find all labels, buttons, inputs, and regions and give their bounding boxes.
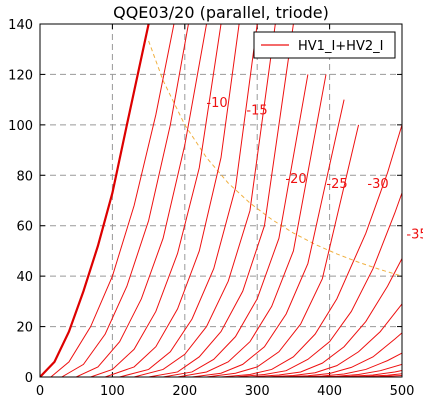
- plate-curve-neg10: [61, 24, 189, 377]
- y-tick-label: 140: [8, 18, 33, 33]
- plate-curve-neg40: [148, 24, 294, 377]
- plate-curve-neg35: [133, 24, 276, 377]
- axis-ticks: 0 100 200 300 400 500 0 20 40 60 80 100 120 140: [8, 18, 414, 399]
- x-tick-label: 400: [317, 384, 342, 399]
- plate-curve-neg70: [235, 192, 402, 377]
- y-tick-label: 120: [8, 68, 33, 83]
- plot-area: [40, 24, 402, 377]
- x-tick-label: 100: [100, 384, 125, 399]
- y-tick-label: 20: [16, 321, 33, 336]
- plot-border: [39, 23, 403, 378]
- chart-title: QQE03/20 (parallel, triode): [113, 3, 329, 22]
- plate-curve-neg15: [75, 24, 208, 377]
- plate-curve-neg45: [162, 74, 309, 377]
- plate-curve-neg55: [191, 99, 345, 377]
- curve-label: -10: [206, 96, 227, 111]
- x-tick-label: 200: [172, 384, 197, 399]
- plate-curve-neg30: [119, 24, 258, 377]
- plate-curve-neg50: [177, 74, 327, 377]
- x-tick-label: 300: [245, 384, 270, 399]
- plate-curve-neg20: [90, 24, 222, 377]
- y-tick-label: 80: [16, 169, 33, 184]
- curve-labels: -10-15-20-25-30-35-40-45-50-55-60-65: [206, 96, 423, 242]
- legend: HV1_I+HV2_I: [253, 31, 396, 59]
- dissipation-curve: [148, 40, 402, 277]
- plate-curve-neg5: [50, 24, 175, 377]
- plate-curve-neg60: [206, 124, 360, 377]
- grid-lines: [40, 24, 402, 377]
- curve-label: -30: [367, 177, 388, 192]
- plate-curve-neg75: [249, 258, 402, 377]
- plate-curve-neg90: [293, 352, 402, 377]
- x-tick-label: 500: [390, 384, 415, 399]
- curve-label: -25: [326, 177, 347, 192]
- plate-curve-neg65: [220, 124, 402, 377]
- curve-label: -15: [246, 104, 267, 119]
- curve-label: -20: [285, 172, 306, 187]
- plate-curve-neg80: [264, 303, 402, 377]
- y-tick-label: 40: [16, 270, 33, 285]
- x-tick-label: 0: [36, 384, 44, 399]
- curve-label: -35: [406, 227, 423, 242]
- plate-curve-0: [40, 24, 150, 377]
- y-tick-label: 0: [25, 371, 33, 386]
- legend-entry: HV1_I+HV2_I: [298, 39, 383, 54]
- y-tick-label: 100: [8, 119, 33, 134]
- plate-curves: [40, 24, 402, 377]
- plate-curve-neg85: [278, 332, 402, 377]
- y-tick-label: 60: [16, 220, 33, 235]
- plate-curve-neg25: [104, 24, 240, 377]
